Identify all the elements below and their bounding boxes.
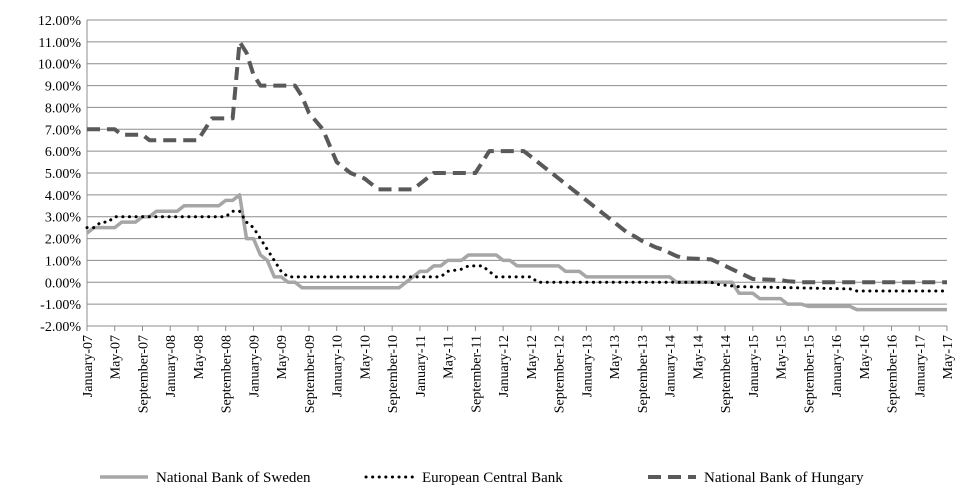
x-tick-label: January-11 xyxy=(414,335,429,397)
y-tick-label: 9.00% xyxy=(45,80,82,95)
series-line-national-bank-of-hungary xyxy=(87,39,947,285)
y-tick-label: 10.00% xyxy=(38,58,82,73)
x-tick-label: May-14 xyxy=(691,335,706,379)
legend-label: National Bank of Hungary xyxy=(704,470,864,486)
y-axis-tick-labels: -2.00% -1.00% 0.00% 1.00% 2.00% 3.00% 4.00% 5.0… xyxy=(38,14,82,335)
x-tick-label: January-13 xyxy=(580,335,595,397)
y-tick-label: 7.00% xyxy=(45,123,82,138)
series-line-european-central-bank xyxy=(85,209,949,293)
y-tick-label: 11.00% xyxy=(38,36,81,51)
x-tick-label: September-15 xyxy=(802,335,817,413)
legend-label: National Bank of Sweden xyxy=(156,470,311,486)
y-tick-label: 5.00% xyxy=(45,167,82,182)
x-tick-label: September-12 xyxy=(553,335,568,413)
x-tick-label: January-07 xyxy=(81,335,96,397)
x-tick-label: May-11 xyxy=(442,335,457,379)
x-tick-label: September-10 xyxy=(386,335,401,413)
legend-label: European Central Bank xyxy=(422,470,563,486)
y-tick-label: -1.00% xyxy=(40,298,81,313)
x-tick-label: January-17 xyxy=(913,335,928,397)
x-tick-label: January-14 xyxy=(664,335,679,397)
legend: National Bank of Sweden European Central … xyxy=(100,470,864,486)
y-tick-label: 12.00% xyxy=(38,14,82,29)
x-tick-label: September-07 xyxy=(136,335,151,413)
x-tick-label: May-07 xyxy=(109,335,124,379)
series-lines xyxy=(85,39,949,312)
x-tick-label: January-08 xyxy=(164,335,179,397)
x-tick-label: September-08 xyxy=(220,335,235,413)
x-tick-label: January-16 xyxy=(830,335,845,397)
x-tick-label: May-13 xyxy=(608,335,623,379)
x-tick-label: May-10 xyxy=(358,335,373,379)
x-tick-label: January-09 xyxy=(247,335,262,397)
x-axis-tick-labels: January-07 May-07 September-07 January-08 Ma… xyxy=(81,335,956,413)
y-tick-label: 0.00% xyxy=(45,276,82,291)
y-tick-label: 4.00% xyxy=(45,189,82,204)
x-tick-label: May-15 xyxy=(775,335,790,379)
x-tick-label: May-09 xyxy=(275,335,290,379)
y-tick-label: 1.00% xyxy=(45,254,82,269)
x-tick-label: September-14 xyxy=(719,335,734,413)
x-tick-label: May-08 xyxy=(192,335,207,379)
x-tick-label: January-15 xyxy=(747,335,762,397)
y-tick-label: -2.00% xyxy=(40,320,81,335)
series-line-national-bank-of-sweden xyxy=(85,193,947,312)
x-tick-label: May-16 xyxy=(858,335,873,379)
x-tick-label: September-13 xyxy=(636,335,651,413)
y-tick-label: 2.00% xyxy=(45,233,82,248)
x-tick-label: September-09 xyxy=(303,335,318,413)
axes xyxy=(86,20,948,331)
x-tick-label: January-10 xyxy=(331,335,346,397)
x-tick-label: September-11 xyxy=(469,335,484,413)
y-tick-label: 3.00% xyxy=(45,211,82,226)
x-tick-label: September-16 xyxy=(886,335,901,413)
x-tick-label: May-17 xyxy=(941,335,956,379)
gridlines xyxy=(87,19,947,327)
x-tick-label: May-12 xyxy=(525,335,540,379)
y-tick-label: 6.00% xyxy=(45,145,82,160)
y-tick-label: 8.00% xyxy=(45,101,82,116)
x-tick-label: January-12 xyxy=(497,335,512,397)
